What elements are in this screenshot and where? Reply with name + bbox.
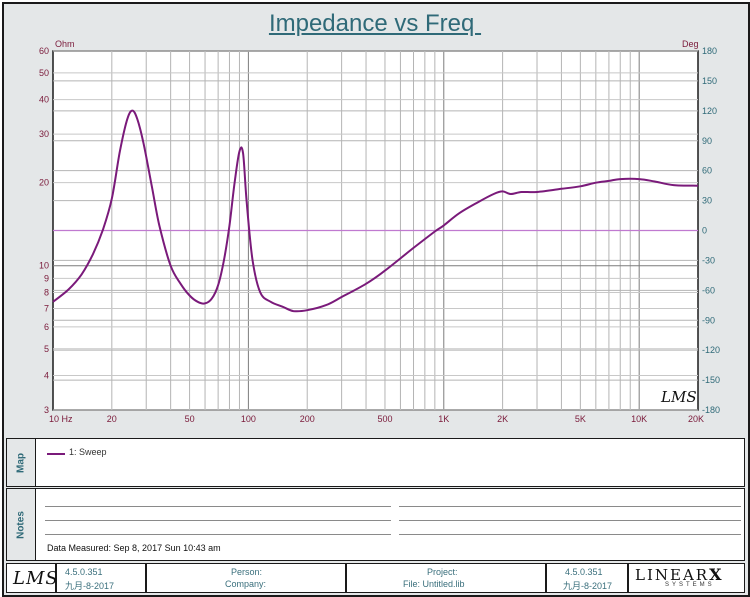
y2-tick-label: 60 xyxy=(702,166,712,176)
y2-tick-label: -30 xyxy=(702,255,715,265)
footer-file: File: Untitled.lib xyxy=(403,579,465,589)
data-measured: Data Measured: Sep 8, 2017 Sun 10:43 am xyxy=(47,543,221,553)
brand-logo: LINEARX xyxy=(635,565,724,584)
x-tick-label: 20K xyxy=(688,414,704,424)
footer-logo-cell: LMS xyxy=(6,563,59,593)
y2-tick-label: 120 xyxy=(702,106,717,116)
footer-person: Person: xyxy=(231,567,263,577)
x-tick-label: 20 xyxy=(107,414,117,424)
y2-tick-label: 150 xyxy=(702,76,717,86)
map-panel: Map 1: Sweep xyxy=(6,438,745,487)
footer-brand-cell: LINEARX SYSTEMS xyxy=(628,563,745,593)
y2-tick-label: -180 xyxy=(702,405,720,415)
brand-main: LINEAR xyxy=(635,566,710,584)
y-tick-label: 7 xyxy=(44,303,49,313)
y-tick-label: 4 xyxy=(44,371,49,381)
y-tick-label: 6 xyxy=(44,322,49,332)
notes-label: Notes xyxy=(15,510,27,539)
chart-title: Impedance vs Freq xyxy=(268,10,482,37)
y-tick-label: 50 xyxy=(39,68,49,78)
y-tick-label: 8 xyxy=(44,287,49,297)
footer-version2-cell: 4.5.0.351 九月-8-2017 xyxy=(546,563,628,593)
x-tick-label: 10 Hz xyxy=(49,414,73,424)
x-tick-label: 10K xyxy=(631,414,647,424)
left-axis-unit: Ohm xyxy=(55,39,75,49)
y2-tick-label: -120 xyxy=(702,345,720,355)
y2-tick-label: 30 xyxy=(702,196,712,206)
lms-logo: LMS xyxy=(13,568,59,589)
lms-watermark: LMS xyxy=(660,388,697,406)
y2-tick-label: 180 xyxy=(702,46,717,56)
impedance-chart: 10 Hz 20 50 100 200 500 1K 2K 5K 10K 20K3456789102… xyxy=(39,39,720,424)
y-tick-label: 5 xyxy=(44,344,49,354)
series-line-sweep xyxy=(52,109,699,313)
y-tick-label: 40 xyxy=(39,95,49,105)
brand-x: X xyxy=(709,565,724,584)
brand-sub: SYSTEMS xyxy=(665,582,715,588)
y2-tick-label: 90 xyxy=(702,136,712,146)
x-tick-label: 50 xyxy=(185,414,195,424)
footer-version2: 4.5.0.351 xyxy=(565,567,603,577)
footer-date2: 九月-8-2017 xyxy=(563,581,613,591)
map-label: Map xyxy=(15,452,27,473)
x-tick-label: 5K xyxy=(575,414,586,424)
x-tick-label: 2K xyxy=(497,414,508,424)
y-tick-label: 60 xyxy=(39,46,49,56)
footer-version: 4.5.0.351 xyxy=(65,567,103,577)
right-axis-unit: Deg xyxy=(682,39,699,49)
y-tick-label: 9 xyxy=(44,273,49,283)
x-tick-label: 100 xyxy=(241,414,256,424)
note-line xyxy=(45,506,391,507)
x-tick-label: 1K xyxy=(438,414,449,424)
note-line xyxy=(399,534,741,535)
legend-swatch-sweep xyxy=(47,453,65,455)
footer-version-cell: 4.5.0.351 九月-8-2017 xyxy=(56,563,146,593)
y2-tick-label: 0 xyxy=(702,226,707,236)
footer-person-cell: Person: Company: xyxy=(146,563,346,593)
footer-date: 九月-8-2017 xyxy=(65,581,115,591)
map-side: Map xyxy=(7,439,36,486)
legend-entry-sweep[interactable]: 1: Sweep xyxy=(69,447,107,457)
notes-panel: Notes Data Measured: Sep 8, 2017 Sun 10:… xyxy=(6,488,745,561)
notes-side: Notes xyxy=(7,489,36,560)
note-line xyxy=(399,520,741,521)
y-tick-label: 30 xyxy=(39,129,49,139)
y-tick-label: 3 xyxy=(44,405,49,415)
note-line xyxy=(399,506,741,507)
y-tick-label: 20 xyxy=(39,178,49,188)
y2-tick-label: -150 xyxy=(702,375,720,385)
y2-tick-label: -60 xyxy=(702,285,715,295)
note-line xyxy=(45,534,391,535)
x-tick-label: 500 xyxy=(377,414,392,424)
note-line xyxy=(45,520,391,521)
footer-project: Project: xyxy=(427,567,458,577)
footer-company: Company: xyxy=(225,579,267,589)
y-tick-label: 10 xyxy=(39,261,49,271)
y2-tick-label: -90 xyxy=(702,315,715,325)
x-tick-label: 200 xyxy=(300,414,315,424)
footer-project-cell: Project: File: Untitled.lib xyxy=(346,563,546,593)
